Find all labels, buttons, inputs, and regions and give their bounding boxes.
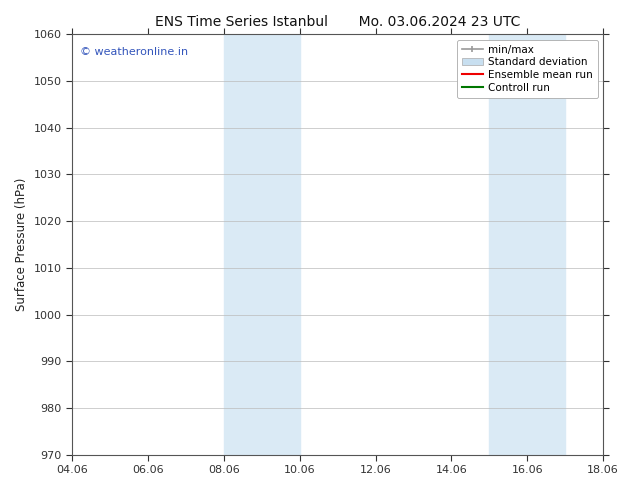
Bar [224,34,300,455]
Legend: min/max, Standard deviation, Ensemble mean run, Controll run: min/max, Standard deviation, Ensemble me… [456,40,598,98]
Y-axis label: Surface Pressure (hPa): Surface Pressure (hPa) [15,178,28,311]
Bar [489,34,565,455]
Text: © weatheronline.in: © weatheronline.in [80,47,188,57]
Title: ENS Time Series Istanbul       Mo. 03.06.2024 23 UTC: ENS Time Series Istanbul Mo. 03.06.2024 … [155,15,521,29]
